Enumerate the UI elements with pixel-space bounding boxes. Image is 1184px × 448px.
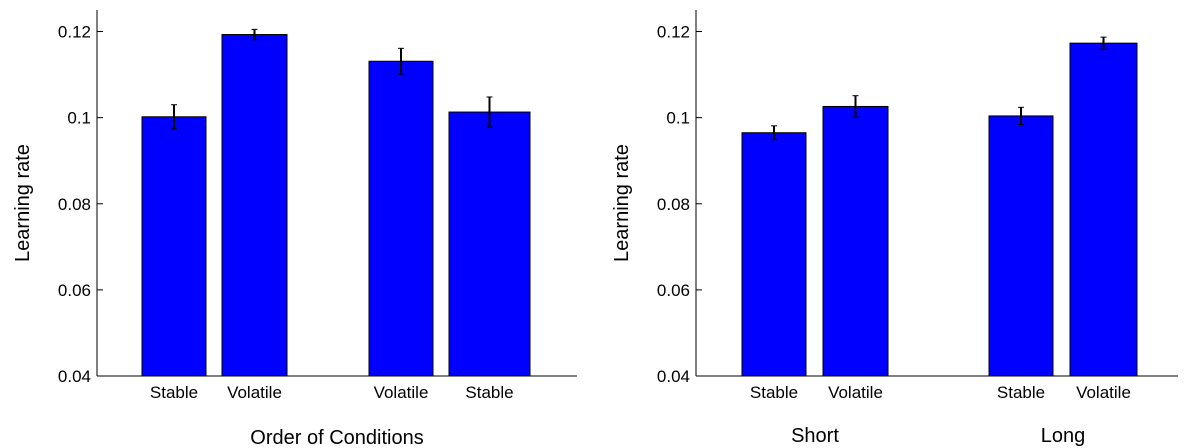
bar: [368, 60, 434, 377]
y-tick-label: 0.06: [58, 281, 91, 300]
right-chart-panel: 0.04 0.06 0.08 0.1 0.12 Learning rate Stable Vo…: [611, 10, 1178, 447]
y-axis-label: Learning rate: [12, 144, 34, 262]
left-chart-panel: 0.04 0.06 0.08 0.1 0.12 Learning rate Stable Vo…: [12, 10, 577, 448]
bar: [221, 34, 288, 377]
x-tick-label: Volatile: [227, 383, 282, 402]
y-tick-label: 0.08: [657, 195, 690, 214]
bar: [448, 111, 531, 377]
y-tick-label: 0.12: [58, 23, 91, 42]
y-tick-label: 0.08: [58, 195, 91, 214]
y-tick-label: 0.1: [666, 109, 690, 128]
x-tick-label: Volatile: [828, 383, 883, 402]
group-label: Short: [791, 425, 839, 447]
x-tick-label: Stable: [997, 383, 1045, 402]
bar: [141, 116, 207, 377]
y-tick-label: 0.1: [67, 109, 91, 128]
bar: [741, 132, 807, 377]
y-tick-label: 0.12: [657, 23, 690, 42]
bar: [988, 115, 1054, 377]
x-tick-label: Stable: [750, 383, 798, 402]
y-axis-label: Learning rate: [611, 144, 633, 262]
x-tick-label: Volatile: [374, 383, 429, 402]
x-tick-label: Stable: [465, 383, 513, 402]
y-tick-label: 0.06: [657, 281, 690, 300]
x-axis-label: Order of Conditions: [250, 427, 423, 448]
bar: [1069, 42, 1138, 377]
y-tick-label: 0.04: [58, 367, 91, 386]
x-tick-label: Stable: [150, 383, 198, 402]
group-label: Long: [1041, 425, 1086, 447]
x-tick-label: Volatile: [1076, 383, 1131, 402]
y-tick-label: 0.04: [657, 367, 690, 386]
bar: [822, 105, 889, 377]
